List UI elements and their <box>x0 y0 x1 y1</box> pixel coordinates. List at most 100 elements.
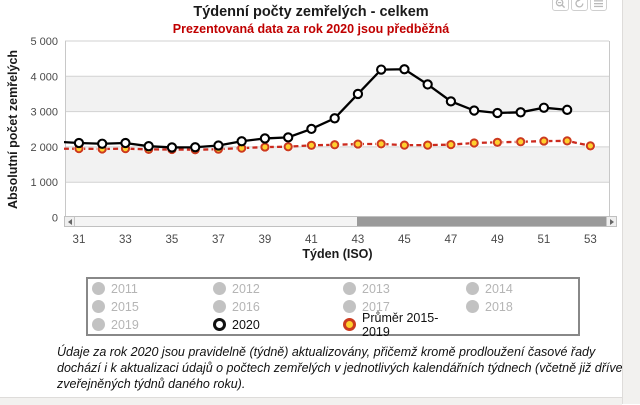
legend-item-2015[interactable]: 2015 <box>92 298 213 316</box>
legend-marker-icon <box>213 318 226 331</box>
page-bottom-margin <box>0 397 622 405</box>
x-tick-label: 51 <box>538 234 551 246</box>
legend-label: 2018 <box>485 299 513 314</box>
data-point-avg[interactable] <box>516 137 526 147</box>
chart-scrollbar[interactable] <box>64 216 617 227</box>
scrollbar-right-arrow-icon[interactable] <box>606 217 616 226</box>
legend-marker-icon <box>466 300 479 313</box>
legend-item-2017[interactable]: 2017 <box>343 298 466 316</box>
legend-marker-icon <box>343 300 356 313</box>
data-point-avg[interactable] <box>492 137 503 147</box>
data-point-2020[interactable] <box>73 137 85 149</box>
data-point-2020[interactable] <box>259 133 271 144</box>
x-tick-label: 39 <box>259 234 272 246</box>
scrollbar-thumb[interactable] <box>357 217 609 226</box>
legend-marker-icon <box>213 300 226 313</box>
magnifier-icon[interactable] <box>552 0 569 11</box>
x-tick-label: 45 <box>398 234 411 246</box>
x-axis-title: Týden (ISO) <box>302 247 373 261</box>
menu-icon[interactable] <box>590 0 607 11</box>
data-point-avg[interactable] <box>562 136 572 146</box>
data-point-2020[interactable] <box>352 88 364 100</box>
data-point-avg[interactable] <box>260 142 270 152</box>
legend-marker-icon <box>92 318 105 331</box>
legend-item-2018[interactable]: 2018 <box>466 298 578 316</box>
x-tick-label: 53 <box>584 234 597 246</box>
data-point-2020[interactable] <box>236 136 247 147</box>
legend-marker-icon <box>343 282 356 295</box>
chart-legend: 2011 2012 2013 2014 2015 2016 2017 2018 2019 2020… <box>86 277 580 339</box>
legend-label: 2014 <box>485 281 513 296</box>
data-point-avg[interactable] <box>353 139 363 149</box>
data-point-avg[interactable] <box>399 140 410 150</box>
legend-item-2011[interactable]: 2011 <box>92 280 213 298</box>
series-2020 <box>64 64 573 153</box>
x-tick-label: 47 <box>445 234 458 246</box>
legend-marker-icon <box>92 300 105 313</box>
scrollbar-left-arrow-icon[interactable] <box>65 217 75 226</box>
data-point-2020[interactable] <box>538 102 550 113</box>
plot-band <box>65 41 609 77</box>
data-point-2020[interactable] <box>190 142 201 153</box>
y-tick-label: 2 000 <box>30 142 58 154</box>
legend-item-2012[interactable]: 2012 <box>213 280 343 298</box>
y-tick-label: 5 000 <box>30 36 58 48</box>
legend-item-2016[interactable]: 2016 <box>213 298 343 316</box>
chart-subtitle: Prezentovaná data za rok 2020 jsou předb… <box>172 22 450 36</box>
x-tick-label: 41 <box>305 234 318 246</box>
legend-item-2019[interactable]: 2019 <box>92 316 213 334</box>
y-tick-label: 4 000 <box>30 71 58 83</box>
legend-marker-icon <box>343 318 356 331</box>
data-point-2020[interactable] <box>97 138 108 149</box>
legend-label: 2019 <box>111 317 139 332</box>
chart-plot-area[interactable]: 0 1 000 2 000 3 000 4 000 5 000 31 33 35 37 39 41 43… <box>0 0 640 270</box>
data-point-2020[interactable] <box>166 142 178 153</box>
data-point-2020[interactable] <box>562 104 573 115</box>
legend-label: 2013 <box>362 281 390 296</box>
x-tick-label: 43 <box>352 234 365 246</box>
data-point-avg[interactable] <box>283 142 293 152</box>
data-point-avg[interactable] <box>539 136 549 146</box>
data-point-2020[interactable] <box>469 105 480 116</box>
legend-marker-icon <box>213 282 226 295</box>
legend-item-2013[interactable]: 2013 <box>343 280 466 298</box>
data-point-avg[interactable] <box>585 141 596 151</box>
data-point-avg[interactable] <box>306 140 317 150</box>
data-point-avg[interactable] <box>469 138 479 148</box>
data-point-2020[interactable] <box>213 140 224 151</box>
reset-icon[interactable] <box>571 0 588 11</box>
chart-title: Týdenní počty zemřelých - celkem <box>193 4 429 20</box>
plot-band <box>65 146 609 183</box>
legend-item-2014[interactable]: 2014 <box>466 280 578 298</box>
data-point-avg[interactable] <box>330 140 340 150</box>
data-point-avg[interactable] <box>423 140 433 150</box>
data-point-2020[interactable] <box>120 137 131 149</box>
data-point-2020[interactable] <box>445 96 457 107</box>
legend-item-pr-m-r-2015-2019[interactable]: Průměr 2015-2019 <box>343 311 466 339</box>
data-point-2020[interactable] <box>376 64 387 75</box>
x-tick-label: 37 <box>212 234 225 246</box>
legend-label: 2020 <box>232 317 260 332</box>
data-point-2020[interactable] <box>283 132 294 143</box>
x-tick-label: 35 <box>166 234 179 246</box>
legend-item-2020[interactable]: 2020 <box>213 316 343 334</box>
y-tick-label: 1 000 <box>30 177 58 189</box>
data-point-avg[interactable] <box>376 139 386 149</box>
data-point-2020[interactable] <box>399 64 410 75</box>
page-right-margin <box>622 0 640 404</box>
data-point-avg[interactable] <box>446 140 456 150</box>
data-point-2020[interactable] <box>515 107 526 118</box>
data-point-2020[interactable] <box>143 141 154 152</box>
data-point-2020[interactable] <box>329 113 340 124</box>
legend-label: 2015 <box>111 299 139 314</box>
data-point-2020[interactable] <box>306 123 317 135</box>
legend-label: Průměr 2015-2019 <box>362 310 439 339</box>
legend-label: 2012 <box>232 281 260 296</box>
data-point-2020[interactable] <box>492 107 503 119</box>
x-tick-label: 31 <box>73 234 86 246</box>
x-tick-label: 49 <box>491 234 504 246</box>
data-point-2020[interactable] <box>422 79 433 90</box>
y-tick-label: 3 000 <box>30 107 58 119</box>
x-tick-label: 33 <box>119 234 132 246</box>
